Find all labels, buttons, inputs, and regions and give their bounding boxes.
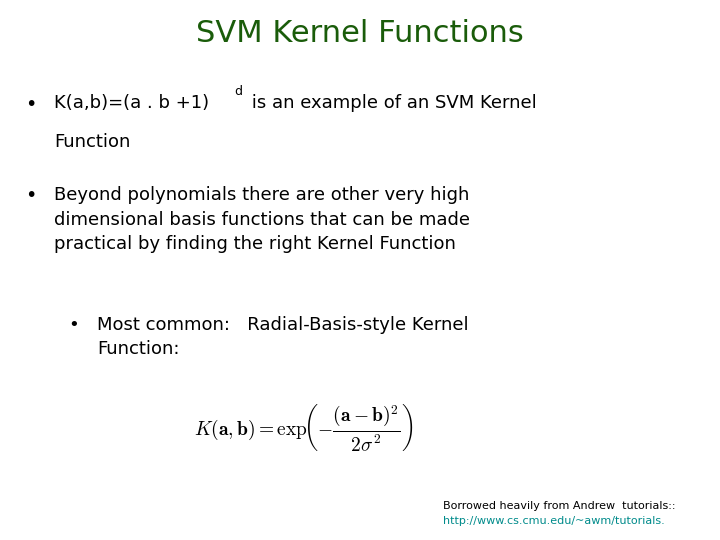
Text: •: • [68,316,79,334]
Text: Beyond polynomials there are other very high
dimensional basis functions that ca: Beyond polynomials there are other very … [54,186,470,253]
Text: Most common:   Radial-Basis-style Kernel
Function:: Most common: Radial-Basis-style Kernel F… [97,316,469,358]
Text: SVM Kernel Functions: SVM Kernel Functions [196,19,524,48]
Text: K(a,b)=(a . b +1): K(a,b)=(a . b +1) [54,94,209,112]
Text: http://www.cs.cmu.edu/~awm/tutorials.: http://www.cs.cmu.edu/~awm/tutorials. [443,516,665,526]
Text: is an example of an SVM Kernel: is an example of an SVM Kernel [246,94,537,112]
Text: $K(\mathbf{a},\mathbf{b}) = \mathrm{exp}\!\left(-\dfrac{(\mathbf{a}-\mathbf{b})^: $K(\mathbf{a},\mathbf{b}) = \mathrm{exp}… [194,402,414,453]
Text: d: d [235,85,243,98]
Text: •: • [25,94,37,113]
Text: Borrowed heavily from Andrew  tutorials::: Borrowed heavily from Andrew tutorials:: [443,501,675,511]
Text: •: • [25,186,37,205]
Text: Function: Function [54,133,130,151]
